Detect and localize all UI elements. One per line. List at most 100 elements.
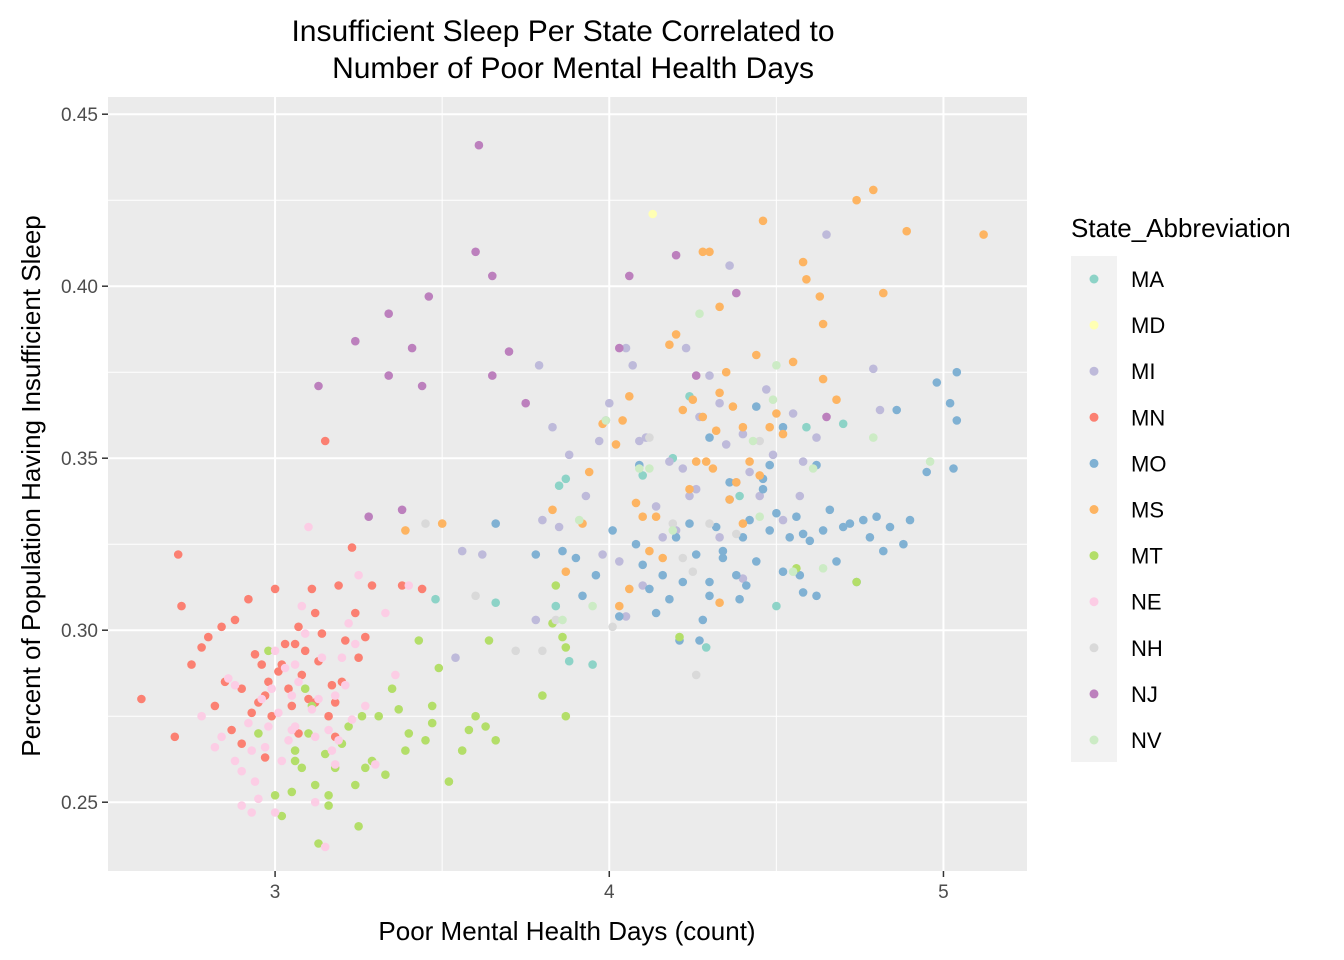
y-tick-label: 0.40 bbox=[61, 277, 98, 298]
data-point bbox=[387, 684, 397, 693]
data-point bbox=[320, 842, 330, 852]
data-point bbox=[698, 412, 708, 422]
data-point bbox=[668, 519, 678, 528]
y-axis: 0.25 0.30 0.35 0.40 0.45 bbox=[61, 105, 108, 814]
data-point bbox=[364, 512, 374, 521]
data-point bbox=[564, 656, 574, 666]
data-point bbox=[772, 601, 781, 611]
data-point bbox=[551, 601, 561, 611]
data-point bbox=[491, 598, 501, 607]
data-point bbox=[558, 632, 567, 642]
data-point bbox=[250, 777, 260, 786]
data-point bbox=[818, 319, 828, 329]
data-point bbox=[488, 271, 497, 281]
data-point bbox=[745, 457, 754, 466]
data-point bbox=[314, 381, 323, 391]
data-point bbox=[237, 684, 246, 693]
data-point bbox=[738, 429, 748, 439]
data-point bbox=[434, 663, 444, 673]
data-point bbox=[254, 794, 263, 804]
data-point bbox=[738, 519, 748, 528]
data-point bbox=[264, 677, 273, 687]
data-point bbox=[327, 746, 337, 755]
data-point bbox=[327, 680, 337, 690]
data-point bbox=[304, 729, 313, 738]
data-point bbox=[715, 388, 724, 398]
legend-label: NJ bbox=[1131, 682, 1158, 707]
data-point bbox=[645, 546, 654, 556]
data-point bbox=[374, 711, 384, 721]
data-point bbox=[638, 581, 647, 590]
legend-item-mi: MI bbox=[1089, 359, 1155, 384]
data-point bbox=[581, 491, 591, 501]
data-point bbox=[952, 416, 962, 425]
data-point bbox=[217, 622, 226, 632]
data-point bbox=[865, 533, 875, 542]
data-point bbox=[324, 711, 333, 721]
data-point bbox=[361, 632, 370, 642]
data-point bbox=[558, 615, 567, 625]
data-point bbox=[310, 780, 320, 790]
data-point bbox=[768, 395, 778, 405]
data-point bbox=[260, 753, 270, 762]
legend-key bbox=[1089, 366, 1099, 376]
data-point bbox=[869, 185, 878, 195]
data-point bbox=[738, 574, 748, 583]
data-point bbox=[621, 343, 631, 353]
data-point bbox=[551, 581, 561, 590]
data-point bbox=[735, 594, 744, 604]
data-point bbox=[300, 629, 310, 638]
data-point bbox=[561, 711, 571, 721]
data-point bbox=[691, 371, 701, 380]
data-point bbox=[608, 526, 617, 535]
data-point bbox=[424, 292, 434, 301]
data-point bbox=[932, 378, 942, 387]
data-point bbox=[284, 684, 293, 693]
data-point bbox=[290, 746, 300, 755]
data-point bbox=[304, 522, 313, 532]
data-point bbox=[451, 653, 460, 662]
data-point bbox=[197, 711, 206, 721]
data-point bbox=[645, 464, 654, 473]
data-point bbox=[675, 632, 684, 642]
data-point bbox=[685, 484, 694, 494]
series-ne bbox=[197, 522, 414, 852]
data-point bbox=[708, 464, 718, 473]
data-point bbox=[725, 261, 734, 270]
legend-label: MT bbox=[1131, 544, 1163, 569]
data-point bbox=[718, 546, 728, 556]
data-point bbox=[230, 615, 240, 625]
data-point bbox=[204, 632, 213, 642]
series-ms bbox=[401, 185, 988, 611]
legend-key bbox=[1089, 689, 1099, 699]
data-point bbox=[765, 460, 774, 470]
data-point bbox=[421, 736, 430, 745]
data-point bbox=[270, 808, 280, 817]
data-point bbox=[685, 519, 694, 528]
data-point bbox=[491, 736, 501, 745]
data-point bbox=[257, 694, 267, 704]
data-point bbox=[237, 801, 246, 810]
legend-key bbox=[1089, 458, 1099, 468]
data-point bbox=[658, 570, 667, 580]
legend-key bbox=[1089, 505, 1099, 514]
chart-title-line-1: Insufficient Sleep Per State Correlated … bbox=[291, 15, 834, 48]
legend-item-nv: NV bbox=[1089, 728, 1162, 753]
data-point bbox=[247, 808, 256, 817]
data-point bbox=[591, 570, 601, 580]
data-point bbox=[244, 718, 253, 728]
data-point bbox=[795, 570, 805, 580]
data-point bbox=[625, 584, 634, 594]
data-point bbox=[678, 577, 688, 587]
data-point bbox=[488, 371, 497, 380]
data-point bbox=[869, 364, 878, 374]
data-point bbox=[738, 533, 748, 542]
data-point bbox=[688, 567, 698, 576]
data-point bbox=[798, 588, 808, 597]
data-point bbox=[534, 361, 544, 370]
data-point bbox=[287, 701, 297, 711]
data-point bbox=[564, 450, 574, 460]
data-point bbox=[845, 519, 855, 528]
data-point bbox=[294, 622, 303, 632]
